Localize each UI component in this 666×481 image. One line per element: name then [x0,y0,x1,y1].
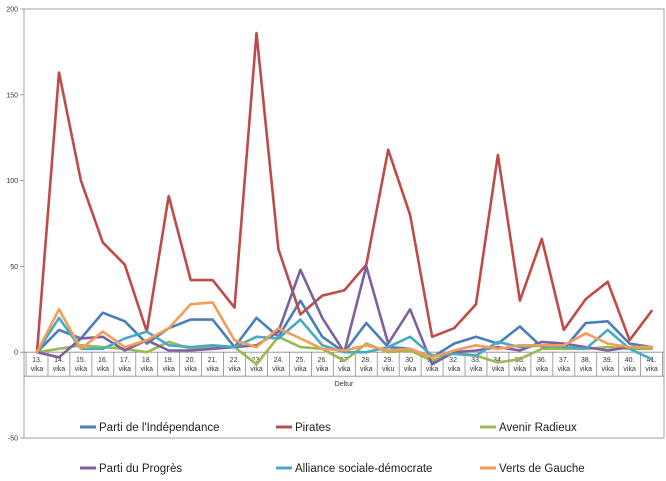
x-tick-label: 25. [296,357,306,364]
plot-area [23,8,665,439]
x-tick-label: 28. [361,357,371,364]
x-tick-label-sub: vika [448,366,461,373]
x-tick-label: 18. [142,357,152,364]
legend-entry-0: Parti de l'Indépendance [99,422,219,434]
x-tick-label-sub: vika [184,366,197,373]
x-tick-label-sub: vika [97,366,110,373]
x-tick-label: 35. [515,357,525,364]
x-tick-label: 14. [54,357,64,364]
x-tick-label: 30. [405,357,415,364]
x-tick-label-sub: vika [31,366,44,373]
series-line-5 [35,301,653,359]
x-tick-label-sub: vika [119,366,132,373]
x-tick-label: 21. [208,357,218,364]
x-tick-label-sub: vika [601,366,614,373]
legend: Parti de l'Indépendance Pirates Avenir Rad… [80,422,585,475]
x-tick-label-sub: vika [492,366,505,373]
x-tick-label: 37. [559,357,569,364]
x-tick-label: 16. [98,357,108,364]
x-tick-label: 36. [537,357,547,364]
x-axis-label: Deltur [335,381,354,388]
x-tick-label: 32. [449,357,459,364]
y-tick-label: 50 [10,264,18,271]
legend-entry-1: Pirates [295,422,331,434]
x-tick-label-sub: vika [645,366,658,373]
series-line-2 [35,335,653,366]
x-tick-label-sub: vika [162,366,175,373]
x-tick-label-sub: vika [536,366,549,373]
x-tick-label-sub: vika [53,366,66,373]
axes: -50 0 50 100 150 200 13. vika 14. vika 15. vika 16. v… [6,7,665,443]
x-tick-label-sub: viku [382,366,395,373]
x-tick-label-sub: vika [75,366,88,373]
y-tick-label: -50 [8,436,18,443]
x-tick-label-sub: vika [470,366,483,373]
x-tick-label: 34. [493,357,503,364]
x-tick-label-sub: vika [141,366,154,373]
x-tick-label-sub: vika [404,366,417,373]
x-tick-label: 20. [186,357,196,364]
x-tick-label-sub: vika [250,366,263,373]
x-tick-label-sub: vika [228,366,241,373]
legend-entry-2: Avenir Radieux [499,422,577,434]
y-tick-label: 200 [6,7,18,14]
x-tick-label: 17. [120,357,130,364]
x-tick-label-sub: vika [426,366,439,373]
x-tick-label-sub: vika [580,366,593,373]
x-tick-label: 33. [471,357,481,364]
x-tick-label: 24. [274,357,284,364]
series-lines [35,31,653,366]
x-tick-label-sub: vika [206,366,219,373]
x-tick-label: 13. [32,357,42,364]
x-tick-label-sub: vika [338,366,351,373]
x-tick-label: 40. [625,357,635,364]
x-tick-label: 29. [383,357,393,364]
x-tick-label: 23. [252,357,262,364]
x-tick-label: 41. [647,357,657,364]
x-tick-label: 19. [164,357,174,364]
x-tick-label: 39. [603,357,613,364]
y-tick-label: 150 [6,92,18,99]
x-tick-label: 15. [76,357,86,364]
x-tick-label: 26. [317,357,327,364]
x-tick-label: 38. [581,357,591,364]
y-tick-label: 0 [14,350,18,357]
x-tick-label-sub: vika [272,366,285,373]
x-tick-label-sub: vika [514,366,527,373]
legend-entry-4: Alliance sociale-démocrate [295,463,432,475]
legend-entry-5: Verts de Gauche [499,463,585,475]
x-tick-label-sub: vika [623,366,636,373]
series-line-1 [35,31,653,354]
x-tick-label-sub: vika [558,366,571,373]
x-tick-label-sub: vika [316,366,329,373]
x-tick-label-sub: vika [360,366,373,373]
x-tick-label-sub: vika [294,366,307,373]
legend-entry-3: Parti du Progrès [99,463,182,475]
y-tick-label: 100 [6,178,18,185]
x-tick-label: 22. [230,357,240,364]
